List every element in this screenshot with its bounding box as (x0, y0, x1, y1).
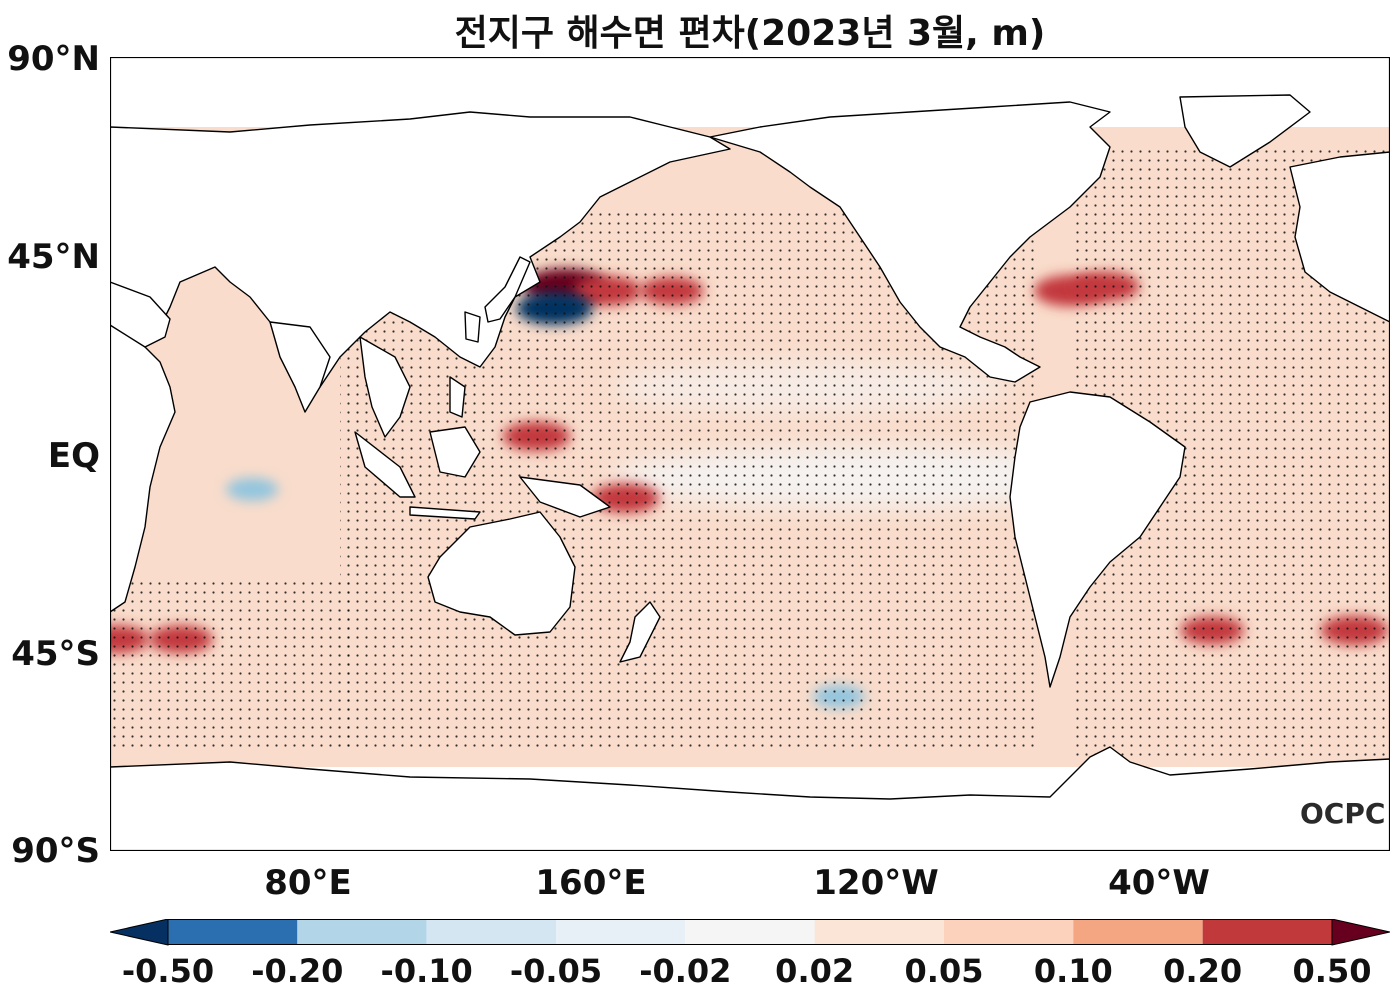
colorbar-segment-3 (556, 919, 686, 945)
colorbar-tick-label: -0.50 (121, 952, 215, 990)
colorbar-tick-label: -0.10 (380, 952, 473, 990)
land-newguinea (519, 476, 611, 518)
land-philippines (449, 376, 466, 418)
colorbar-segment-5 (814, 919, 944, 945)
land-arabia (110, 281, 171, 348)
lat-label-eq: EQ (47, 436, 100, 476)
sea-level-anomaly-map (110, 57, 1390, 851)
colorbar-extend-high (1331, 919, 1390, 946)
lat-label-45s: 45°S (11, 634, 100, 674)
lat-label-90s: 90°S (11, 831, 100, 871)
colorbar-tick-label: 0.20 (1163, 952, 1243, 990)
colorbar (110, 919, 1390, 946)
ocpc-logo: OCPC (1300, 797, 1386, 830)
map-title: 전지구 해수면 편차(2023년 3월, m) (454, 13, 1046, 54)
land-india (269, 321, 331, 413)
colorbar-tick-label: -0.05 (509, 952, 603, 990)
lat-label-90n: 90°N (7, 39, 100, 79)
lat-label-45n: 45°N (7, 237, 100, 277)
land-borneo (429, 426, 481, 478)
significance-stipple-indian (110, 577, 350, 747)
land-indochina (359, 336, 411, 438)
land-japan (484, 256, 531, 323)
colorbar-segment-4 (685, 919, 815, 945)
land-australia (427, 511, 576, 636)
anomaly-blob-12 (226, 477, 279, 501)
land-greenland (1179, 94, 1311, 168)
colorbar-tick-label: 0.10 (1033, 952, 1113, 990)
colorbar-extend-low (110, 919, 169, 946)
land-sumatra (354, 431, 416, 498)
lon-label-120w: 120°W (813, 863, 939, 903)
colorbar-segment-2 (426, 919, 556, 945)
land-south-america (1009, 391, 1186, 688)
land-java (409, 506, 481, 520)
colorbar-tick-label: -0.20 (251, 952, 344, 990)
land-korea (464, 311, 481, 343)
map-frame (110, 57, 1390, 851)
colorbar-segment-1 (297, 919, 427, 945)
colorbar-tick-label: 0.02 (775, 952, 855, 990)
colorbar-tick-label: 0.05 (904, 952, 984, 990)
land-antarctica (110, 746, 1390, 851)
colorbar-segment-7 (1073, 919, 1203, 945)
land-europe-right (1289, 151, 1390, 323)
land-eurasia-africa (110, 111, 731, 613)
land-newzealand (619, 601, 661, 663)
colorbar-outline (167, 919, 1333, 945)
colorbar-segment-0 (168, 919, 298, 945)
land-north-america (709, 101, 1111, 383)
lon-label-40w: 40°W (1108, 863, 1210, 903)
lon-label-80e: 80°E (264, 863, 352, 903)
colorbar-segment-8 (1202, 919, 1332, 945)
colorbar-tick-label: -0.02 (639, 952, 732, 990)
land (110, 57, 1390, 851)
colorbar-tick-label: 0.50 (1292, 952, 1372, 990)
lon-label-160e: 160°E (535, 863, 647, 903)
colorbar-segment-6 (944, 919, 1074, 945)
